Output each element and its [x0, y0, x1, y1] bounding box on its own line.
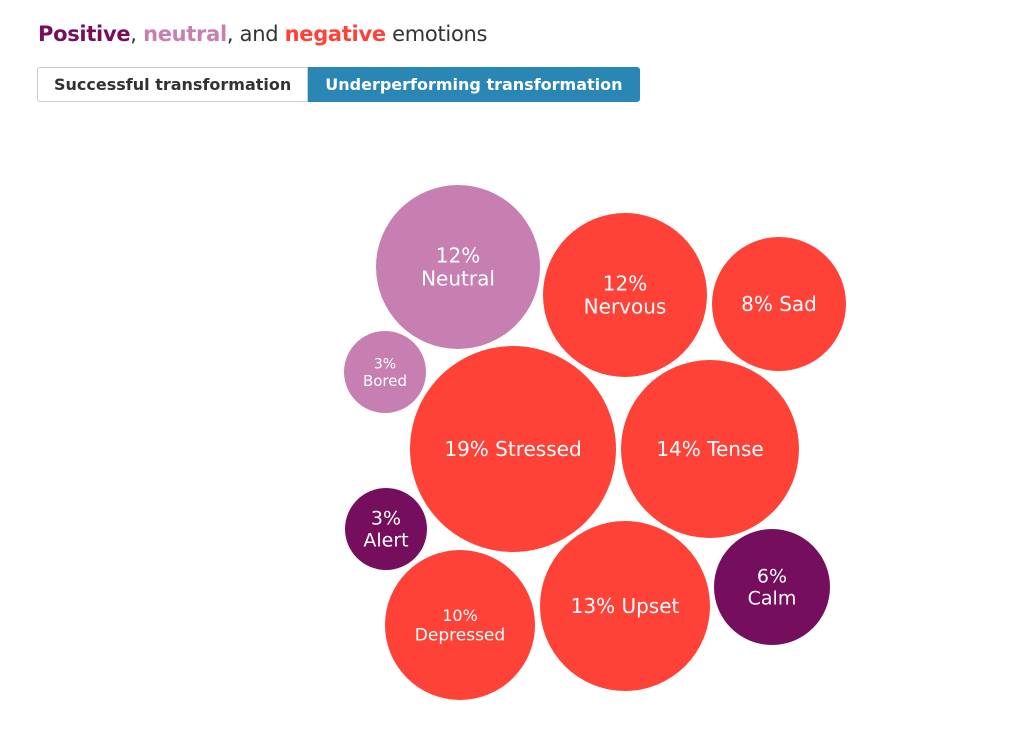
bubble-neutral: 12%Neutral	[376, 185, 540, 349]
title-sep: , and	[226, 22, 285, 46]
bubble-circle	[714, 529, 830, 645]
tab-successful[interactable]: Successful transformation	[37, 67, 309, 102]
bubble-nervous: 12%Nervous	[543, 213, 707, 377]
bubble-label: Neutral	[421, 267, 495, 291]
bubble-circle	[376, 185, 540, 349]
bubble-circle	[344, 331, 426, 413]
bubble-circle	[345, 488, 427, 570]
title-sep: ,	[130, 22, 144, 46]
bubble-circle	[410, 346, 616, 552]
bubble-label: Depressed	[415, 626, 505, 646]
bubble-sad: 8% Sad	[712, 237, 846, 371]
scenario-toggle: Successful transformation Underperformin…	[37, 67, 640, 102]
title-rest: emotions	[385, 22, 488, 46]
bubble-stressed: 19% Stressed	[410, 346, 616, 552]
bubble-depressed: 10%Depressed	[385, 550, 535, 700]
bubble-label: 19% Stressed	[444, 437, 581, 461]
chart-title: Positive, neutral, and negative emotions	[38, 22, 487, 46]
bubble-label: 10%	[442, 606, 478, 625]
bubble-calm: 6%Calm	[714, 529, 830, 645]
bubble-label: 12%	[603, 272, 647, 296]
bubble-tense: 14% Tense	[621, 360, 799, 538]
bubble-upset: 13% Upset	[540, 521, 710, 691]
bubble-circle	[385, 550, 535, 700]
bubble-label: Alert	[363, 530, 408, 552]
bubble-bored: 3%Bored	[344, 331, 426, 413]
title-negative: negative	[284, 22, 386, 46]
bubble-label: 8% Sad	[741, 292, 817, 316]
title-positive: Positive	[38, 22, 131, 46]
bubble-label: Nervous	[584, 295, 667, 319]
bubble-circle	[540, 521, 710, 691]
bubble-label: 12%	[436, 244, 480, 268]
tab-underperforming[interactable]: Underperforming transformation	[308, 67, 640, 102]
bubble-label: Calm	[748, 588, 797, 610]
bubble-label: 13% Upset	[571, 594, 680, 618]
title-neutral: neutral	[143, 22, 227, 46]
bubble-circle	[543, 213, 707, 377]
bubble-label: 14% Tense	[656, 437, 763, 461]
bubble-label: Bored	[363, 372, 407, 390]
bubble-circle	[621, 360, 799, 538]
bubble-label: 3%	[374, 357, 396, 373]
bubble-label: 3%	[371, 508, 401, 530]
bubble-circle	[712, 237, 846, 371]
bubble-alert: 3%Alert	[345, 488, 427, 570]
bubble-label: 6%	[757, 566, 787, 588]
